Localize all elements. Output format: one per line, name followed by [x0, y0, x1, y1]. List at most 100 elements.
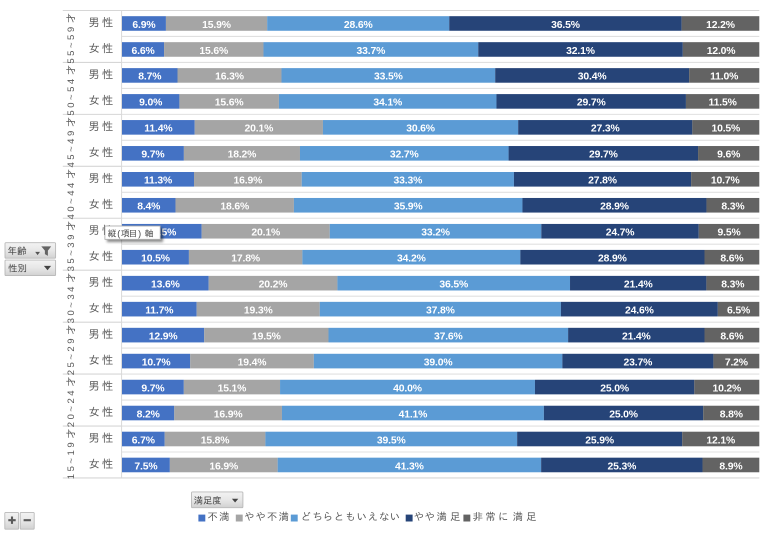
svg-text:33.3%: 33.3% [393, 176, 422, 187]
svg-text:10.5%: 10.5% [711, 124, 740, 135]
svg-text:32.1%: 32.1% [566, 46, 595, 57]
svg-text:17.8%: 17.8% [231, 254, 260, 265]
svg-text:8.8%: 8.8% [720, 409, 743, 420]
svg-text:15.9%: 15.9% [202, 20, 231, 31]
svg-text:39.0%: 39.0% [424, 357, 453, 368]
svg-text:11.0%: 11.0% [710, 72, 738, 83]
svg-text:35~39: 35~39 [66, 232, 77, 271]
svg-text:33.7%: 33.7% [357, 46, 386, 57]
svg-text:27.8%: 27.8% [588, 176, 617, 187]
svg-text:37.6%: 37.6% [434, 331, 463, 342]
svg-text:27.3%: 27.3% [591, 124, 620, 135]
svg-text:39.5%: 39.5% [377, 435, 406, 446]
svg-text:9.5%: 9.5% [717, 228, 740, 239]
svg-text:20.2%: 20.2% [259, 279, 288, 290]
svg-text:8.6%: 8.6% [720, 254, 743, 265]
svg-text:16.9%: 16.9% [234, 176, 263, 187]
svg-text:34.1%: 34.1% [373, 98, 402, 109]
svg-text:16.3%: 16.3% [215, 72, 244, 83]
svg-text:36.5%: 36.5% [551, 20, 580, 31]
svg-text:10.7%: 10.7% [142, 357, 171, 368]
svg-text:12.5%: 12.5% [147, 228, 176, 239]
svg-text:19.3%: 19.3% [244, 305, 273, 316]
svg-text:24.7%: 24.7% [606, 228, 635, 239]
svg-text:19.4%: 19.4% [238, 357, 267, 368]
svg-text:55~59: 55~59 [66, 24, 77, 63]
svg-text:25.9%: 25.9% [585, 435, 614, 446]
svg-text:29.7%: 29.7% [577, 98, 606, 109]
svg-text:50~54: 50~54 [66, 76, 77, 115]
svg-text:21.4%: 21.4% [624, 279, 653, 290]
svg-text:29.7%: 29.7% [589, 150, 618, 161]
svg-text:9.7%: 9.7% [141, 383, 164, 394]
svg-text:25~29: 25~29 [66, 336, 77, 375]
svg-text:12.9%: 12.9% [149, 331, 178, 342]
svg-text:11.4%: 11.4% [144, 124, 172, 135]
svg-text:12.2%: 12.2% [706, 20, 735, 31]
svg-text:15.1%: 15.1% [218, 383, 247, 394]
svg-text:9.7%: 9.7% [141, 150, 164, 161]
svg-text:15.6%: 15.6% [199, 46, 228, 57]
svg-text:34.2%: 34.2% [397, 254, 426, 265]
svg-text:10.5%: 10.5% [141, 254, 170, 265]
svg-text:15.6%: 15.6% [215, 98, 244, 109]
svg-text:28.9%: 28.9% [598, 254, 627, 265]
svg-text:19.5%: 19.5% [252, 331, 281, 342]
svg-text:8.7%: 8.7% [138, 72, 161, 83]
svg-text:28.6%: 28.6% [344, 20, 373, 31]
svg-text:8.3%: 8.3% [721, 279, 744, 290]
svg-text:12.0%: 12.0% [707, 46, 736, 57]
svg-text:15~19: 15~19 [66, 440, 77, 479]
svg-text:13.6%: 13.6% [151, 279, 180, 290]
svg-text:10.2%: 10.2% [712, 383, 741, 394]
svg-text:41.1%: 41.1% [399, 409, 428, 420]
svg-text:7.2%: 7.2% [725, 357, 748, 368]
svg-text:16.9%: 16.9% [209, 461, 238, 472]
svg-text:18.6%: 18.6% [220, 202, 249, 213]
svg-text:18.2%: 18.2% [228, 150, 257, 161]
svg-text:8.4%: 8.4% [137, 202, 160, 213]
svg-text:6.6%: 6.6% [131, 46, 154, 57]
svg-text:20.1%: 20.1% [251, 228, 280, 239]
svg-text:37.8%: 37.8% [426, 305, 455, 316]
svg-text:8.6%: 8.6% [720, 331, 743, 342]
svg-text:): ) [138, 229, 141, 239]
svg-text:6.9%: 6.9% [132, 20, 155, 31]
svg-text:16.9%: 16.9% [214, 409, 243, 420]
svg-text:6.5%: 6.5% [727, 305, 750, 316]
svg-text:30~34: 30~34 [66, 284, 77, 323]
svg-text:9.6%: 9.6% [717, 150, 740, 161]
svg-text:8.2%: 8.2% [137, 409, 160, 420]
svg-text:33.2%: 33.2% [421, 228, 450, 239]
svg-text:10.7%: 10.7% [711, 176, 740, 187]
svg-text:20.1%: 20.1% [244, 124, 273, 135]
svg-text:25.0%: 25.0% [609, 409, 638, 420]
svg-text:(: ( [117, 229, 120, 239]
svg-text:33.5%: 33.5% [374, 72, 403, 83]
svg-text:20~24: 20~24 [66, 388, 77, 427]
svg-text:40~44: 40~44 [66, 180, 77, 219]
svg-text:25.0%: 25.0% [600, 383, 629, 394]
svg-text:32.7%: 32.7% [390, 150, 419, 161]
svg-text:40.0%: 40.0% [393, 383, 422, 394]
svg-text:23.7%: 23.7% [624, 357, 653, 368]
svg-text:30.6%: 30.6% [406, 124, 435, 135]
svg-text:36.5%: 36.5% [439, 279, 468, 290]
svg-text:30.4%: 30.4% [578, 72, 607, 83]
svg-text:15.8%: 15.8% [201, 435, 230, 446]
svg-text:11.3%: 11.3% [144, 176, 172, 187]
svg-text:11.5%: 11.5% [709, 98, 737, 109]
svg-text:8.9%: 8.9% [719, 461, 742, 472]
svg-text:7.5%: 7.5% [134, 461, 157, 472]
svg-text:41.3%: 41.3% [395, 461, 424, 472]
svg-text:24.6%: 24.6% [625, 305, 654, 316]
svg-text:11.7%: 11.7% [145, 305, 173, 316]
svg-text:12.1%: 12.1% [706, 435, 735, 446]
svg-text:35.9%: 35.9% [394, 202, 423, 213]
svg-text:21.4%: 21.4% [622, 331, 651, 342]
svg-text:28.9%: 28.9% [600, 202, 629, 213]
svg-text:9.0%: 9.0% [139, 98, 162, 109]
svg-text:6.7%: 6.7% [132, 435, 155, 446]
svg-text:25.3%: 25.3% [607, 461, 636, 472]
svg-text:8.3%: 8.3% [721, 202, 744, 213]
